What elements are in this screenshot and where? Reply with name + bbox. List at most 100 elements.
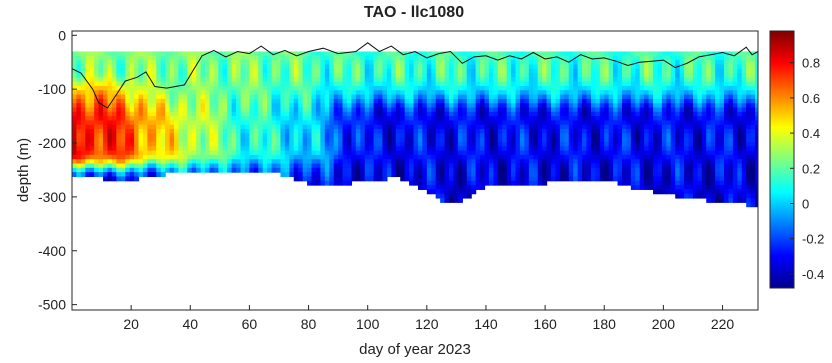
heatmap-cell: [240, 116, 246, 122]
heatmap-cell: [684, 141, 690, 147]
heatmap-cell: [422, 111, 428, 117]
heatmap-cell: [302, 150, 308, 156]
heatmap-cell: [692, 73, 698, 78]
heatmap-cell: [196, 98, 202, 104]
heatmap-cell: [160, 129, 166, 134]
heatmap-cell: [670, 154, 676, 160]
colorbar: [769, 30, 795, 289]
heatmap-cell: [661, 146, 667, 152]
heatmap-cell: [511, 107, 517, 113]
heatmap-cell: [426, 163, 432, 169]
heatmap-cell: [111, 98, 117, 104]
heatmap-cell: [666, 159, 672, 165]
heatmap-cell: [342, 77, 348, 83]
heatmap-cell: [262, 77, 268, 83]
heatmap-cell: [644, 77, 650, 83]
heatmap-cell: [577, 51, 583, 57]
heatmap-cell: [724, 124, 730, 130]
heatmap-cell: [741, 129, 747, 134]
heatmap-cell: [125, 51, 131, 57]
heatmap-cell: [165, 103, 171, 109]
heatmap-cell: [156, 120, 162, 126]
heatmap-cell: [666, 180, 672, 186]
heatmap-cell: [307, 85, 313, 91]
heatmap-cell: [582, 163, 588, 169]
heatmap-cell: [608, 150, 614, 156]
heatmap-cell: [617, 116, 623, 122]
heatmap-cell: [515, 103, 521, 109]
heatmap-cell: [648, 103, 654, 109]
heatmap-cell: [138, 111, 144, 117]
heatmap-cell: [639, 107, 645, 113]
heatmap-cell: [710, 116, 716, 122]
heatmap-cell: [599, 159, 605, 165]
heatmap-cell: [737, 90, 743, 96]
heatmap-cell: [80, 137, 86, 143]
heatmap-cell: [590, 129, 596, 134]
heatmap-cell: [227, 98, 233, 104]
heatmap-cell: [666, 172, 672, 178]
heatmap-cell: [169, 111, 175, 117]
heatmap-cell: [471, 90, 477, 96]
heatmap-cell: [351, 129, 357, 134]
heatmap-cell: [697, 150, 703, 156]
heatmap-cell: [435, 120, 441, 126]
heatmap-cell: [413, 167, 419, 173]
heatmap-cell: [409, 141, 415, 147]
heatmap-cell: [227, 85, 233, 91]
heatmap-cell: [590, 73, 596, 78]
heatmap-cell: [449, 77, 455, 83]
heatmap-cell: [125, 90, 131, 96]
heatmap-cell: [156, 51, 162, 57]
heatmap-cell: [244, 150, 251, 156]
heatmap-cell: [684, 111, 690, 117]
heatmap-cell: [750, 120, 756, 126]
heatmap-cell: [706, 60, 712, 65]
heatmap-cell: [515, 111, 521, 117]
heatmap-cell: [670, 85, 676, 91]
heatmap-cell: [373, 141, 379, 147]
heatmap-cell: [382, 116, 388, 122]
heatmap-cell: [253, 68, 259, 74]
heatmap-cell: [639, 120, 645, 126]
heatmap-cell: [382, 98, 388, 104]
heatmap-cell: [732, 150, 738, 156]
heatmap-cell: [533, 73, 539, 78]
heatmap-cell: [639, 85, 645, 91]
heatmap-cell: [342, 111, 348, 117]
heatmap-cell: [519, 77, 526, 83]
heatmap-cell: [630, 85, 636, 91]
heatmap-cell: [413, 107, 419, 113]
heatmap-cell: [555, 98, 561, 104]
heatmap-cell: [701, 120, 707, 126]
heatmap-cell: [493, 141, 499, 147]
heatmap-cell: [249, 137, 255, 143]
heatmap-cell: [395, 77, 401, 83]
heatmap-cell: [129, 133, 135, 139]
heatmap-cell: [240, 64, 246, 70]
heatmap-cell: [639, 154, 645, 160]
heatmap-cell: [440, 141, 446, 147]
heatmap-cell: [471, 180, 477, 186]
heatmap-cell: [617, 120, 623, 126]
heatmap-cell: [466, 90, 472, 96]
heatmap-cell: [271, 85, 277, 91]
heatmap-cell: [497, 103, 503, 109]
heatmap-cell: [404, 94, 410, 100]
heatmap-cell: [231, 73, 237, 78]
heatmap-cell: [98, 111, 104, 117]
heatmap-cell: [240, 107, 246, 113]
heatmap-cell: [373, 60, 379, 65]
heatmap-cell: [298, 133, 304, 139]
colorbar-tick-label: -0.4: [802, 267, 824, 282]
heatmap-cell: [72, 116, 78, 122]
heatmap-cell: [284, 90, 290, 96]
heatmap-cell: [639, 98, 645, 104]
heatmap-cell: [346, 129, 353, 134]
heatmap-cell: [630, 176, 636, 182]
heatmap-cell: [724, 141, 730, 147]
heatmap-cell: [94, 146, 100, 152]
heatmap-cell: [174, 55, 180, 61]
heatmap-cell: [670, 180, 676, 186]
heatmap-cell: [599, 81, 605, 87]
